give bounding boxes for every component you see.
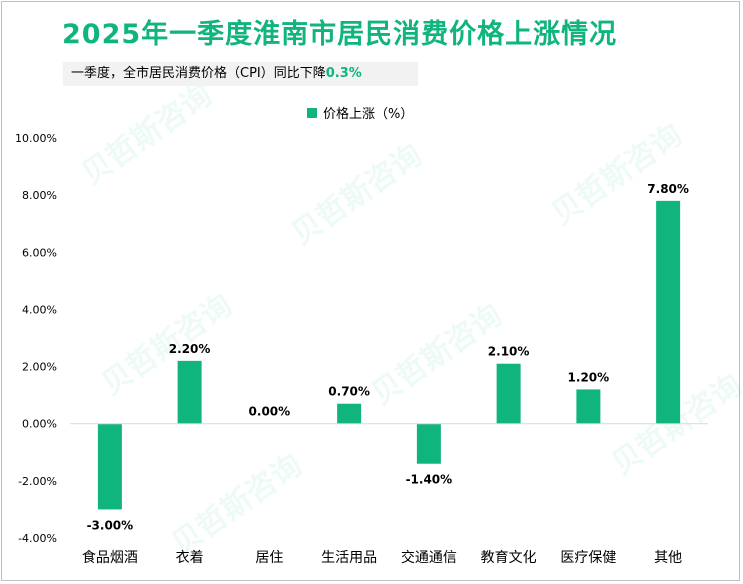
bar	[496, 363, 521, 424]
y-tick-label: -2.00%	[18, 475, 57, 488]
bar	[576, 389, 601, 424]
data-label: 0.00%	[249, 405, 291, 419]
data-label: 7.80%	[647, 182, 689, 196]
legend: 价格上涨（%）	[307, 106, 413, 122]
data-label: 0.70%	[328, 385, 370, 399]
x-tick-label: 生活用品	[321, 550, 377, 566]
subtitle-text: 一季度，全市居民消费价格（CPI）同比下降	[71, 66, 326, 81]
x-tick-label: 居住	[255, 550, 283, 566]
x-axis: 食品烟酒 衣着 居住 生活用品 交通通信 教育文化 医疗保健 其他	[82, 549, 682, 566]
chart-title: 2025年一季度淮南市居民消费价格上涨情况	[62, 19, 618, 50]
x-tick-label: 衣着	[176, 550, 204, 566]
y-tick-label: 8.00%	[22, 189, 57, 202]
bar	[416, 423, 441, 464]
data-label: 2.10%	[488, 345, 530, 359]
x-tick-label: 食品烟酒	[82, 549, 138, 566]
x-tick-label: 教育文化	[481, 550, 537, 566]
y-axis: -4.00% -2.00% 0.00% 2.00% 4.00% 6.00% 8.00% 10.…	[15, 132, 57, 545]
bar	[337, 403, 362, 424]
bar	[656, 200, 681, 424]
y-tick-label: 2.00%	[22, 361, 57, 374]
subtitle-value: 0.3%	[325, 66, 362, 81]
data-label: 1.20%	[568, 370, 610, 384]
legend-swatch	[307, 108, 317, 118]
y-tick-label: 10.00%	[15, 132, 57, 145]
legend-label: 价格上涨（%）	[323, 106, 413, 122]
y-tick-label: 4.00%	[22, 303, 57, 316]
x-tick-label: 其他	[654, 550, 682, 566]
data-labels: -3.00% 2.20% 0.00% 0.70% -1.40% 2.10% 1.20% 7.8…	[87, 182, 689, 533]
data-label: -3.00%	[87, 518, 134, 532]
x-tick-label: 医疗保健	[560, 550, 616, 566]
x-tick-label: 交通通信	[401, 549, 457, 566]
bar	[97, 423, 122, 510]
y-tick-label: -4.00%	[18, 532, 57, 545]
data-label: -1.40%	[406, 473, 453, 487]
bars	[97, 200, 681, 510]
y-tick-label: 0.00%	[22, 418, 57, 431]
bar	[177, 360, 202, 424]
y-tick-label: 6.00%	[22, 246, 57, 259]
subtitle-box: 一季度，全市居民消费价格（CPI）同比下降0.3%	[63, 62, 418, 86]
data-label: 2.20%	[169, 342, 211, 356]
